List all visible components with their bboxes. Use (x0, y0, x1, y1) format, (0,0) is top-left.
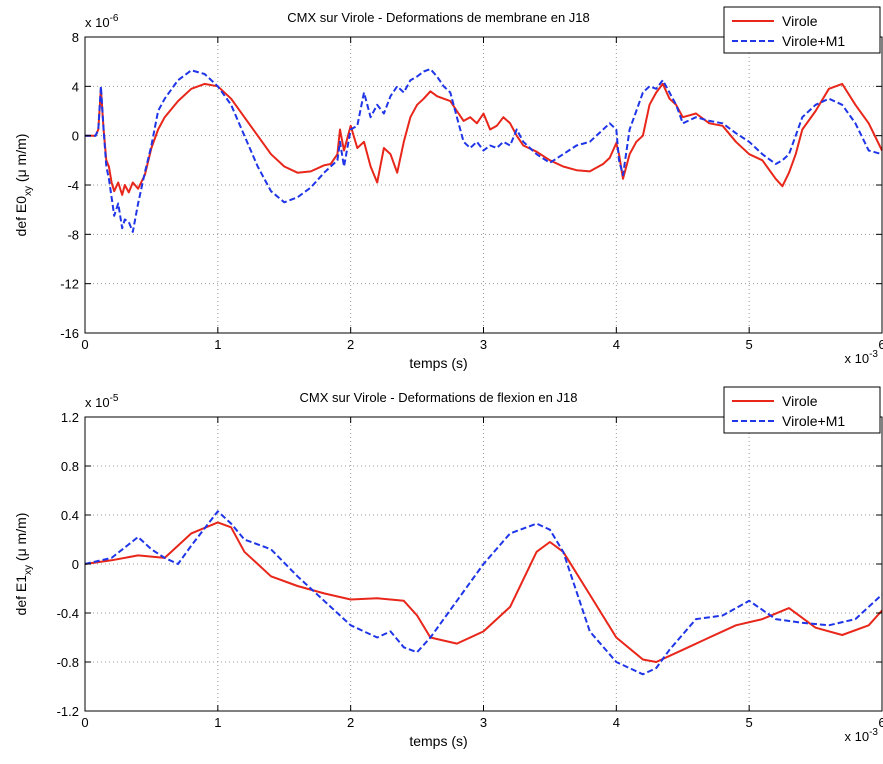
x-tick-label: 6 (878, 715, 883, 730)
x-tick-label: 4 (613, 337, 620, 352)
x-tick-label: 2 (347, 337, 354, 352)
y-tick-label: -1.2 (57, 704, 79, 719)
legend-box (723, 6, 881, 54)
chart-1: 0 1 2 3 4 5 6 8 4 0 -4 -8 -12 -16 x 10-6 x 10-3 CMX sur … (13, 6, 883, 371)
x-tick-label: 3 (480, 337, 487, 352)
x-exponent-label: x 10-3 (845, 349, 879, 366)
x-tick-label: 6 (878, 337, 883, 352)
y-exponent-label: x 10-6 (85, 13, 119, 30)
x-exponent-label: x 10-3 (845, 727, 879, 744)
y-axis-label-unit: (μ m/m) (13, 513, 29, 565)
y-tick-label: 0.4 (61, 508, 79, 523)
y-tick-label: -12 (60, 277, 79, 292)
x-tick-label: 5 (746, 715, 753, 730)
y-exponent-power: -6 (110, 13, 119, 24)
legend-box (723, 386, 881, 434)
x-tick-label: 0 (81, 337, 88, 352)
chart-title: CMX sur Virole - Deformations de flexion… (300, 390, 578, 405)
y-exponent-power: -5 (110, 393, 119, 404)
y-tick-label: 4 (72, 79, 79, 94)
y-tick-label: 0 (72, 557, 79, 572)
legend-label: Virole (782, 13, 818, 29)
legend-label: Virole+M1 (782, 413, 845, 429)
y-axis-label-subscript: xy (23, 565, 34, 575)
x-tick-label: 0 (81, 715, 88, 730)
chart-2: 0 1 2 3 4 5 6 1.2 0.8 0.4 0 -0.4 -0.8 -1.2 x 10-5 x 10-… (13, 386, 883, 749)
series-line-virole-m1 (84, 510, 883, 676)
x-tick-label: 1 (214, 337, 221, 352)
x-exponent-power: -3 (869, 727, 878, 738)
series-line-virole (84, 521, 883, 663)
legend-label: Virole+M1 (782, 33, 845, 49)
y-axis-label: def E0xy (μ m/m) (13, 134, 34, 237)
x-tick-label: 5 (746, 337, 753, 352)
legend: Virole Virole+M1 (723, 386, 881, 434)
y-axis-label: def E1xy (μ m/m) (13, 513, 34, 616)
y-tick-label: -4 (67, 178, 79, 193)
y-tick-label: 1.2 (61, 410, 79, 425)
y-tick-label: 0.8 (61, 459, 79, 474)
y-exponent-label: x 10-5 (85, 393, 119, 410)
y-axis-label-subscript: xy (23, 186, 34, 196)
y-tick-label: -8 (67, 227, 79, 242)
x-tick-label: 2 (347, 715, 354, 730)
y-tick-label: 8 (72, 30, 79, 45)
y-tick-label: -0.8 (57, 655, 79, 670)
y-tick-label: -16 (60, 326, 79, 341)
x-tick-label: 3 (480, 715, 487, 730)
y-tick-label: 0 (72, 129, 79, 144)
series-line-virole-m1 (85, 68, 883, 233)
legend-label: Virole (782, 393, 818, 409)
y-axis-label-unit: (μ m/m) (13, 134, 29, 186)
legend: Virole Virole+M1 (723, 6, 881, 54)
x-axis-label: temps (s) (409, 733, 467, 749)
y-tick-label: -0.4 (57, 606, 79, 621)
x-exponent-power: -3 (869, 349, 878, 360)
x-tick-label: 1 (214, 715, 221, 730)
x-axis-label: temps (s) (409, 355, 467, 371)
x-tick-label: 4 (613, 715, 620, 730)
chart-title: CMX sur Virole - Deformations de membran… (287, 10, 590, 25)
